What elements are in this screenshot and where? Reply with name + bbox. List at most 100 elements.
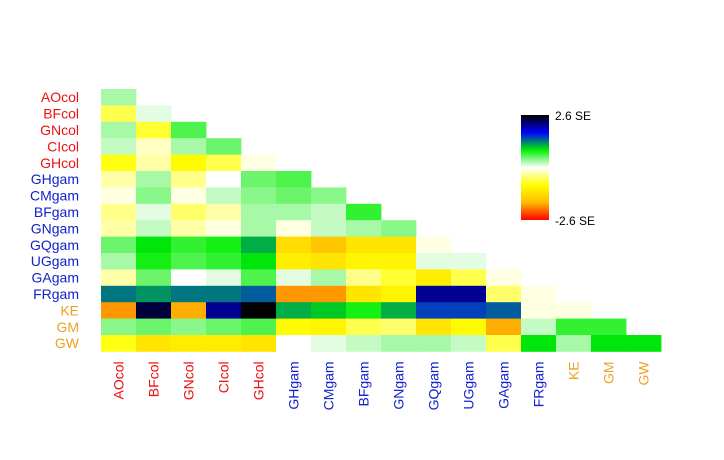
- column-label-CMgam: CMgam: [321, 361, 337, 410]
- heatmap-cell-FRgam-GQgam: [416, 285, 452, 303]
- column-label-FRgam: FRgam: [531, 361, 547, 407]
- heatmap-cell-GM-GNcol: [171, 318, 207, 336]
- heatmap-cell-GHgam-AOcol: [101, 171, 137, 188]
- heatmap-cell-GHgam-CIcol: [206, 171, 242, 188]
- heatmap-cell-GW-CIcol: [206, 335, 242, 352]
- heatmap-cell-CMgam-GHcol: [241, 187, 277, 205]
- heatmap-cell-CMgam-BFcol: [136, 187, 172, 205]
- row-label-GHcol: GHcol: [40, 155, 79, 171]
- heatmap-cell-UGgam-GHgam: [276, 253, 312, 270]
- heatmap-cell-GNgam-GNcol: [171, 220, 207, 237]
- row-label-GNcol: GNcol: [40, 122, 79, 138]
- heatmap-cell-GHgam-GNcol: [171, 171, 207, 188]
- heatmap-cell-GHcol-CIcol: [206, 154, 242, 172]
- heatmap-cell-FRgam-GHcol: [241, 285, 277, 303]
- heatmap-cell-GAgam-GNcol: [171, 269, 207, 287]
- heatmap-cell-CMgam-AOcol: [101, 187, 137, 205]
- column-label-GNgam: GNgam: [391, 361, 407, 409]
- column-label-GAgam: GAgam: [496, 361, 512, 408]
- row-label-BFgam: BFgam: [34, 204, 79, 220]
- heatmap-cell-FRgam-BFgam: [346, 285, 382, 303]
- row-label-AOcol: AOcol: [41, 89, 79, 105]
- heatmap-cell-KE-UGgam: [451, 302, 487, 319]
- color-legend: 2.6 SE -2.6 SE: [521, 109, 595, 228]
- heatmap-cell-FRgam-UGgam: [451, 285, 487, 303]
- heatmap-cell-GNgam-AOcol: [101, 220, 137, 237]
- heatmap-cell-KE-GAgam: [486, 302, 522, 319]
- heatmap-cell-GM-GM: [591, 318, 627, 336]
- heatmap-cell-GQgam-GHcol: [241, 236, 277, 254]
- heatmap-cell-FRgam-GNgam: [381, 285, 417, 303]
- heatmap-cell-FRgam-FRgam: [521, 285, 557, 303]
- heatmap-cell-FRgam-GAgam: [486, 285, 522, 303]
- legend-color-bar: [521, 115, 549, 220]
- heatmap-cell-GAgam-AOcol: [101, 269, 137, 287]
- heatmap-cell-GNgam-GHgam: [276, 220, 312, 237]
- row-label-CIcol: CIcol: [47, 138, 79, 154]
- heatmap-cell-KE-CMgam: [311, 302, 347, 319]
- heatmap-cell-KE-GHcol: [241, 302, 277, 319]
- column-label-CIcol: CIcol: [216, 361, 232, 393]
- row-label-UGgam: UGgam: [31, 253, 79, 269]
- heatmap-cell-GW-BFcol: [136, 335, 172, 352]
- heatmap-cell-FRgam-BFcol: [136, 285, 172, 303]
- heatmap-cell-BFcol-BFcol: [136, 105, 172, 123]
- heatmap-cell-GQgam-GNgam: [381, 236, 417, 254]
- heatmap-cell-KE-KE: [556, 302, 592, 319]
- heatmap-cell-FRgam-AOcol: [101, 285, 137, 303]
- heatmap-cell-GNgam-BFcol: [136, 220, 172, 237]
- heatmap-cell-GM-CIcol: [206, 318, 242, 336]
- column-label-KE: KE: [566, 361, 582, 380]
- column-label-GW: GW: [636, 361, 652, 386]
- heatmap-cell-GAgam-UGgam: [451, 269, 487, 287]
- heatmap-cell-GM-AOcol: [101, 318, 137, 336]
- heatmap-cell-BFcol-AOcol: [101, 105, 137, 123]
- heatmap-cell-CMgam-CMgam: [311, 187, 347, 205]
- heatmap-cell-UGgam-BFcol: [136, 253, 172, 270]
- column-label-GM: GM: [601, 361, 617, 384]
- heatmap-cell-GNgam-GNgam: [381, 220, 417, 237]
- heatmap-cell-BFgam-BFcol: [136, 203, 172, 221]
- column-label-UGgam: UGgam: [461, 361, 477, 409]
- heatmap-cell-BFgam-GNcol: [171, 203, 207, 221]
- heatmap-cell-GM-UGgam: [451, 318, 487, 336]
- heatmap-cell-GM-BFgam: [346, 318, 382, 336]
- row-label-KE: KE: [60, 302, 79, 318]
- column-label-BFcol: BFcol: [146, 361, 162, 397]
- heatmap-cell-CIcol-BFcol: [136, 138, 172, 155]
- heatmap-cell-CMgam-GNcol: [171, 187, 207, 205]
- heatmap-cell-KE-FRgam: [521, 302, 557, 319]
- column-label-GNcol: GNcol: [181, 361, 197, 400]
- heatmap-cell-KE-GHgam: [276, 302, 312, 319]
- heatmap-cell-GW-GQgam: [416, 335, 452, 352]
- heatmap-cell-GW-BFgam: [346, 335, 382, 352]
- heatmap-cell-GM-GHcol: [241, 318, 277, 336]
- heatmap-cell-GW-GHcol: [241, 335, 277, 352]
- column-label-GHgam: GHgam: [286, 361, 302, 409]
- heatmap-cell-GW-GNcol: [171, 335, 207, 352]
- heatmap-cell-GW-KE: [556, 335, 592, 352]
- heatmap-cell-GAgam-CIcol: [206, 269, 242, 287]
- heatmap-cell-UGgam-CMgam: [311, 253, 347, 270]
- heatmap-cell-UGgam-UGgam: [451, 253, 487, 270]
- heatmap-cell-GAgam-BFcol: [136, 269, 172, 287]
- heatmap-cell-GNgam-GHcol: [241, 220, 277, 237]
- heatmap-cell-GQgam-CMgam: [311, 236, 347, 254]
- legend-min-label: -2.6 SE: [555, 214, 595, 228]
- heatmap-cell-GNcol-BFcol: [136, 121, 172, 139]
- heatmap-cell-GHgam-BFcol: [136, 171, 172, 188]
- heatmap-cell-BFgam-GHgam: [276, 203, 312, 221]
- heatmap-cell-GQgam-BFcol: [136, 236, 172, 254]
- heatmap-cell-GM-GNgam: [381, 318, 417, 336]
- heatmap-cell-GAgam-GHgam: [276, 269, 312, 287]
- heatmap-cell-UGgam-GNcol: [171, 253, 207, 270]
- heatmap-cell-GM-CMgam: [311, 318, 347, 336]
- heatmap-cell-FRgam-CIcol: [206, 285, 242, 303]
- heatmap-cell-GQgam-CIcol: [206, 236, 242, 254]
- heatmap-cell-UGgam-CIcol: [206, 253, 242, 270]
- heatmap-cell-GNgam-BFgam: [346, 220, 382, 237]
- heatmap-cell-GAgam-GNgam: [381, 269, 417, 287]
- heatmap-cell-BFgam-GHcol: [241, 203, 277, 221]
- heatmap-cell-BFgam-AOcol: [101, 203, 137, 221]
